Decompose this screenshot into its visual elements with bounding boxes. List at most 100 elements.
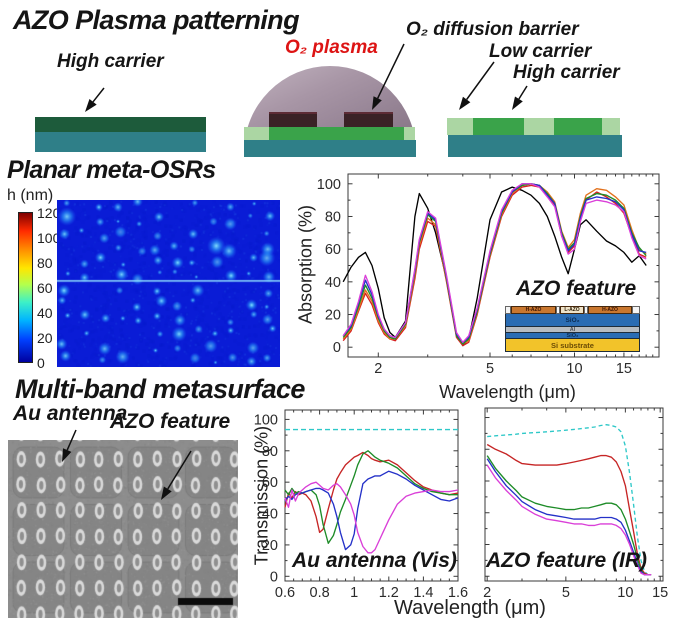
inset-l-azo: L-AZO bbox=[560, 306, 584, 314]
afm-height-map bbox=[57, 200, 280, 367]
section-title-multiband: Multi-band metasurface bbox=[15, 374, 305, 404]
pointer-arrow bbox=[512, 85, 528, 110]
colorbar-tick: 100 bbox=[37, 230, 61, 246]
chart-vis-ytick: 80 bbox=[262, 444, 278, 460]
colorbar-tick: 60 bbox=[37, 280, 53, 296]
inset-edge bbox=[632, 306, 640, 314]
high-carrier-layer bbox=[35, 117, 206, 132]
chart-ir-series-cyan-reference bbox=[487, 424, 652, 576]
chart-ir-xtick: 15 bbox=[652, 585, 668, 601]
chart-ir-xtick: 10 bbox=[617, 585, 633, 601]
chart-vis-ytick: 60 bbox=[262, 475, 278, 491]
substrate-layer bbox=[448, 135, 622, 157]
chart-vis-xtick: 1.6 bbox=[448, 585, 468, 601]
chart-abs-series-magenta bbox=[342, 183, 647, 343]
chart-abs-ytick: 100 bbox=[317, 177, 341, 193]
chart-abs-ytick: 40 bbox=[325, 275, 341, 291]
chart-abs-xtick: 10 bbox=[566, 361, 582, 377]
transmission-ylabel: Transmission (%) bbox=[251, 425, 272, 566]
chart-abs-axes bbox=[347, 173, 660, 358]
patterned-top-layer bbox=[447, 118, 620, 135]
inset-sio2-thin-layer: SiO₂ bbox=[505, 333, 640, 339]
substrate-layer bbox=[244, 140, 416, 157]
chart-vis-ytick: 40 bbox=[262, 507, 278, 523]
chart-vis-ytick: 0 bbox=[270, 569, 278, 585]
colorbar-tick: 20 bbox=[37, 330, 53, 346]
chart-vis-xtick: 1.2 bbox=[379, 585, 399, 601]
label-o2-diffusion-barrier: O₂ diffusion barrier bbox=[406, 19, 579, 40]
colorbar-tick: 80 bbox=[37, 255, 53, 271]
inset-al-layer: Al bbox=[505, 327, 640, 333]
section-title-plasma: AZO Plasma patterning bbox=[13, 5, 300, 35]
chart-abs-ytick: 60 bbox=[325, 242, 341, 258]
chart-abs-ytick: 80 bbox=[325, 209, 341, 225]
chart-ir-axes bbox=[484, 407, 664, 582]
ir-annotation: AZO feature (IR) bbox=[486, 549, 648, 572]
absorption-xlabel: Wavelength (μm) bbox=[439, 382, 576, 402]
chart-vis-xtick: 1 bbox=[350, 585, 358, 601]
low-carrier-segment bbox=[524, 118, 554, 135]
chart-abs-xtick: 15 bbox=[616, 361, 632, 377]
azo-layer bbox=[269, 127, 404, 140]
inset-gap bbox=[556, 306, 560, 314]
chart-ir-series-magenta bbox=[486, 464, 652, 576]
chart-abs-series-black bbox=[342, 186, 647, 347]
chart-vis-xtick: 0.8 bbox=[310, 585, 330, 601]
colorbar-tick: 40 bbox=[37, 305, 53, 321]
chart-ir-series-green bbox=[486, 455, 652, 576]
high-carrier-segment bbox=[554, 118, 602, 135]
colorbar-ticks: 120 100 80 60 40 20 0 bbox=[37, 205, 60, 371]
chart-vis-series-blue bbox=[284, 470, 459, 551]
colorbar-label: h (nm) bbox=[7, 187, 54, 204]
high-carrier-segment bbox=[473, 118, 524, 135]
pointer-arrow bbox=[459, 61, 495, 110]
diffusion-barrier-left bbox=[269, 112, 317, 127]
inset-sio2-layer: SiO₂ bbox=[505, 314, 640, 327]
absorption-annotation: AZO feature bbox=[516, 277, 637, 300]
colorbar bbox=[18, 212, 33, 363]
inset-gap bbox=[584, 306, 588, 314]
label-au-antenna: Au antenna bbox=[13, 402, 128, 425]
chart-vis-axes bbox=[284, 409, 459, 582]
chart-abs-ytick: 20 bbox=[325, 308, 341, 324]
low-carrier-edge-right bbox=[404, 127, 415, 140]
label-o2-plasma: O₂ plasma bbox=[285, 37, 378, 58]
ir-transmission-chart: 2 5 10 15 bbox=[483, 407, 668, 601]
chart-vis-ytick: 20 bbox=[262, 538, 278, 554]
vis-annotation: Au antenna (Vis) bbox=[292, 549, 457, 572]
vis-transmission-chart: 0.6 0.8 1 1.2 1.4 1.6 0 20 40 60 80 100 bbox=[254, 409, 468, 601]
label-high-carrier-left: High carrier bbox=[57, 51, 164, 72]
inset-h-azo-right: H-AZO bbox=[588, 306, 632, 314]
inset-h-azo-left: H-AZO bbox=[511, 306, 556, 314]
chart-ir-xtick: 5 bbox=[562, 585, 570, 601]
low-carrier-segment bbox=[447, 118, 473, 135]
chart-vis-ytick: 100 bbox=[254, 412, 278, 428]
shared-xlabel: Wavelength (μm) bbox=[394, 597, 546, 619]
inset-edge bbox=[505, 306, 511, 314]
chart-vis-xtick: 1.4 bbox=[413, 585, 433, 601]
azo-stack-inset: H-AZO L-AZO H-AZO SiO₂ Al SiO₂ Si substr… bbox=[505, 306, 640, 352]
label-azo-feature: AZO feature bbox=[110, 410, 231, 433]
inset-top-row: H-AZO L-AZO H-AZO bbox=[505, 306, 640, 314]
section-title-planar: Planar meta-OSRs bbox=[7, 156, 216, 184]
low-carrier-segment bbox=[602, 118, 620, 135]
absorption-chart: 2 5 10 15 0 20 40 60 80 100 bbox=[317, 173, 660, 377]
inset-si-substrate: Si substrate bbox=[505, 339, 640, 352]
chart-abs-ytick: 0 bbox=[333, 340, 341, 356]
chart-vis-series-green bbox=[284, 450, 458, 544]
chart-abs-xtick: 5 bbox=[486, 361, 494, 377]
diffusion-barrier-right bbox=[344, 112, 393, 127]
colorbar-tick: 0 bbox=[37, 355, 45, 371]
chart-abs-xtick: 2 bbox=[374, 361, 382, 377]
substrate-layer bbox=[35, 132, 206, 152]
chart-ir-xtick: 2 bbox=[483, 585, 491, 601]
chart-vis-series-magenta bbox=[284, 481, 459, 554]
label-low-carrier: Low carrier bbox=[489, 41, 592, 62]
sem-image bbox=[8, 440, 238, 618]
chart-ir-series-blue bbox=[486, 458, 652, 576]
chart-ir-series-red bbox=[486, 443, 652, 576]
colorbar-tick: 120 bbox=[37, 205, 61, 221]
low-carrier-edge-left bbox=[244, 127, 269, 140]
label-high-carrier-right: High carrier bbox=[513, 62, 620, 83]
